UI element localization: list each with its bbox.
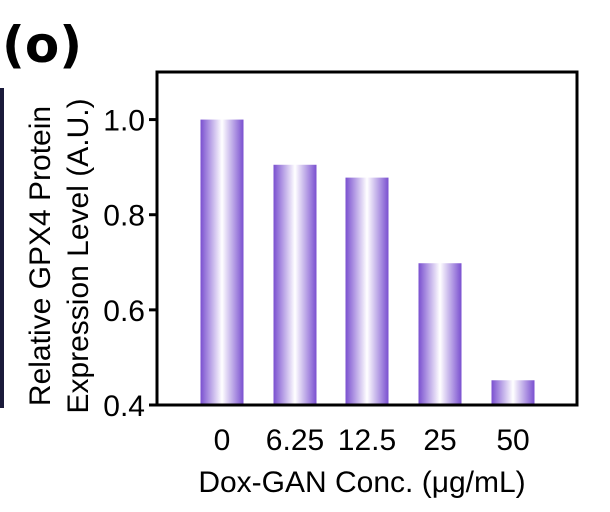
panel-label: (o) <box>2 16 82 74</box>
y-tick-label: 0.8 <box>103 200 145 233</box>
bar-6.25 <box>273 164 317 405</box>
x-tick-label: 12.5 <box>338 424 396 457</box>
x-axis-title: Dox-GAN Conc. (μg/mL) <box>198 466 525 499</box>
bar-12.5 <box>345 177 389 405</box>
y-ticks-group: 0.4 0.6 0.8 1.0 <box>103 105 157 423</box>
adjacent-panel-edge <box>0 88 4 408</box>
y-axis-title-line-2: Expression Level (A.U.) <box>62 98 95 413</box>
bars-group <box>200 119 535 406</box>
x-tick-label: 25 <box>423 424 456 457</box>
y-tick-label: 1.0 <box>103 105 145 138</box>
plot-frame <box>155 70 579 407</box>
y-tick-label: 0.6 <box>103 295 145 328</box>
bar-0 <box>200 119 244 406</box>
x-tick-label: 50 <box>496 424 529 457</box>
bar-25 <box>418 263 462 405</box>
x-ticks-group: 0 6.25 12.5 25 50 <box>214 424 530 457</box>
x-tick-label: 6.25 <box>266 424 324 457</box>
y-tick-label: 0.4 <box>103 390 145 423</box>
bar-50 <box>491 380 535 405</box>
y-axis-title-line-1: Relative GPX4 Protein <box>24 106 57 406</box>
x-tick-label: 0 <box>214 424 231 457</box>
